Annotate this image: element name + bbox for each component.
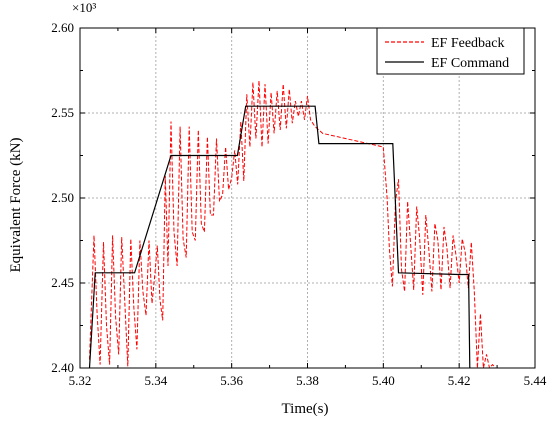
x-tick-label: 5.36 xyxy=(220,373,243,388)
y-tick-label: 2.55 xyxy=(51,105,74,120)
x-tick-label: 5.42 xyxy=(448,373,471,388)
legend-label-ef-feedback: EF Feedback xyxy=(431,36,504,51)
y-axis-title: Equivalent Force (kN) xyxy=(8,138,24,273)
y-tick-label: 2.45 xyxy=(51,275,74,290)
x-tick-label: 5.40 xyxy=(372,373,395,388)
legend-label-ef-command: EF Command xyxy=(431,56,509,71)
x-axis-title: Time(s) xyxy=(282,401,329,417)
x-tick-label: 5.34 xyxy=(144,373,167,388)
y-axis-multiplier: ×10³ xyxy=(72,0,96,15)
legend: EF Feedback EF Command xyxy=(376,27,525,75)
y-tick-label: 2.60 xyxy=(51,20,74,35)
series-layer xyxy=(88,80,496,368)
x-tick-label: 5.38 xyxy=(296,373,319,388)
y-tick-label: 2.50 xyxy=(51,190,74,205)
gridlines xyxy=(80,28,535,368)
y-axis-ticks: 2.40 2.45 2.50 2.55 2.60 xyxy=(51,20,535,375)
series-line-ef-feedback xyxy=(89,80,496,368)
x-tick-label: 5.44 xyxy=(524,373,547,388)
legend-box xyxy=(376,27,525,75)
x-axis-ticks: 5.32 5.34 5.36 5.38 5.40 5.42 5.44 xyxy=(69,28,547,388)
y-tick-label: 2.40 xyxy=(51,360,74,375)
x-tick-label: 5.32 xyxy=(69,373,92,388)
series-line-ef-command xyxy=(88,105,471,368)
